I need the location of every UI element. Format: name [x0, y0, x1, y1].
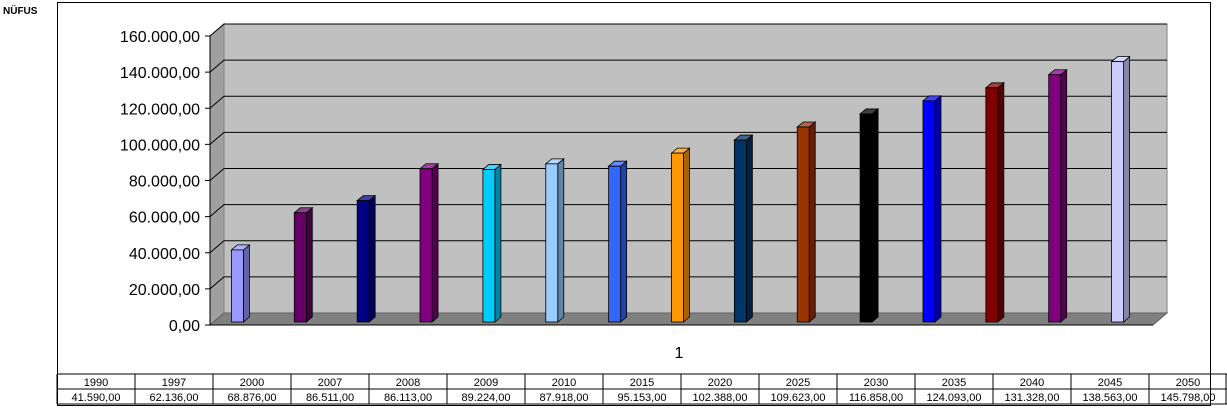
gridline	[209, 276, 1167, 290]
bar-side	[1060, 68, 1068, 323]
table-value-cell: 131.328,00	[1004, 392, 1059, 404]
chart-frame	[57, 2, 1211, 406]
y-tick-label: 120.000,00	[120, 101, 200, 118]
table-category-cell: 2040	[1020, 377, 1044, 389]
bar-side	[368, 194, 376, 323]
y-axis-title: NÜFUS	[3, 6, 38, 17]
table-value-cell: 68.876,00	[228, 392, 277, 404]
bar	[608, 165, 622, 323]
table-category-cell: 2015	[630, 377, 654, 389]
bar	[231, 249, 244, 323]
table-category-cell: 2025	[786, 377, 810, 389]
bar-side	[871, 108, 879, 323]
gridline	[209, 131, 1167, 145]
gridline	[209, 59, 1167, 73]
table-category-cell: 2010	[552, 377, 576, 389]
table-value-cell: 138.563,00	[1082, 392, 1137, 404]
bar	[922, 100, 936, 323]
table-value-cell: 95.153,00	[618, 392, 667, 404]
table-category-cell: 2035	[942, 377, 966, 389]
bar-side	[431, 162, 439, 323]
table-value-cell: 102.388,00	[692, 392, 747, 404]
bar	[733, 139, 747, 323]
y-tick-label: 160.000,00	[120, 29, 200, 46]
y-tick-label: 100.000,00	[120, 137, 200, 154]
gridline	[209, 204, 1167, 218]
bar-side	[683, 147, 690, 323]
gridline	[209, 95, 1167, 109]
bar-side	[620, 160, 628, 323]
bar	[671, 152, 684, 323]
table-category-cell: 1990	[84, 377, 108, 389]
table-value-cell: 89.224,00	[462, 392, 511, 404]
y-tick-label: 60.000,00	[129, 210, 200, 227]
table-category-cell: 2020	[708, 377, 732, 389]
y-tick-label: 140.000,00	[120, 65, 200, 82]
bar	[985, 87, 999, 323]
bar	[1111, 61, 1124, 323]
table-value-cell: 86.511,00	[306, 392, 354, 404]
table-category-cell: 1997	[162, 377, 186, 389]
bar	[293, 212, 307, 323]
gridline	[209, 23, 1167, 37]
table-value-cell: 86.113,00	[384, 392, 432, 404]
table-value-cell: 62.136,00	[150, 392, 199, 404]
bar-side	[494, 163, 502, 323]
bar-side	[745, 134, 753, 323]
table-value-cell: 87.918,00	[540, 392, 589, 404]
bar-side	[243, 244, 250, 323]
y-tick-label: 80.000,00	[129, 174, 200, 191]
y-tick-label: 40.000,00	[129, 246, 200, 263]
bar	[859, 113, 873, 323]
bar-side	[557, 157, 565, 323]
bar	[1048, 74, 1062, 323]
bar	[796, 126, 810, 323]
bar	[419, 168, 433, 323]
gridline	[209, 240, 1167, 254]
bar-side	[997, 81, 1005, 323]
bar-side	[1123, 55, 1130, 323]
bar	[545, 163, 559, 323]
table-category-cell: 2007	[318, 377, 342, 389]
table-category-cell: 2009	[474, 377, 498, 389]
table-category-cell: 2000	[240, 377, 264, 389]
table-category-cell: 2008	[396, 377, 420, 389]
table-category-cell: 2030	[864, 377, 888, 389]
table-value-cell: 41.590,00	[72, 392, 121, 404]
y-tick-label: 0,00	[169, 318, 200, 335]
table-value-cell: 109.623,00	[770, 392, 825, 404]
table-value-cell: 145.798,00	[1160, 392, 1215, 404]
bar	[482, 169, 496, 323]
bar	[356, 200, 370, 323]
bar-side	[305, 206, 313, 323]
bar-side	[808, 121, 816, 323]
table-category-cell: 2050	[1176, 377, 1200, 389]
table-category-cell: 2045	[1098, 377, 1122, 389]
table-value-cell: 116.858,00	[849, 392, 903, 404]
gridline	[209, 168, 1167, 181]
x-axis-label: 1	[675, 345, 684, 362]
table-value-cell: 124.093,00	[926, 392, 981, 404]
bar-side	[934, 95, 942, 323]
y-tick-label: 20.000,00	[129, 282, 200, 299]
